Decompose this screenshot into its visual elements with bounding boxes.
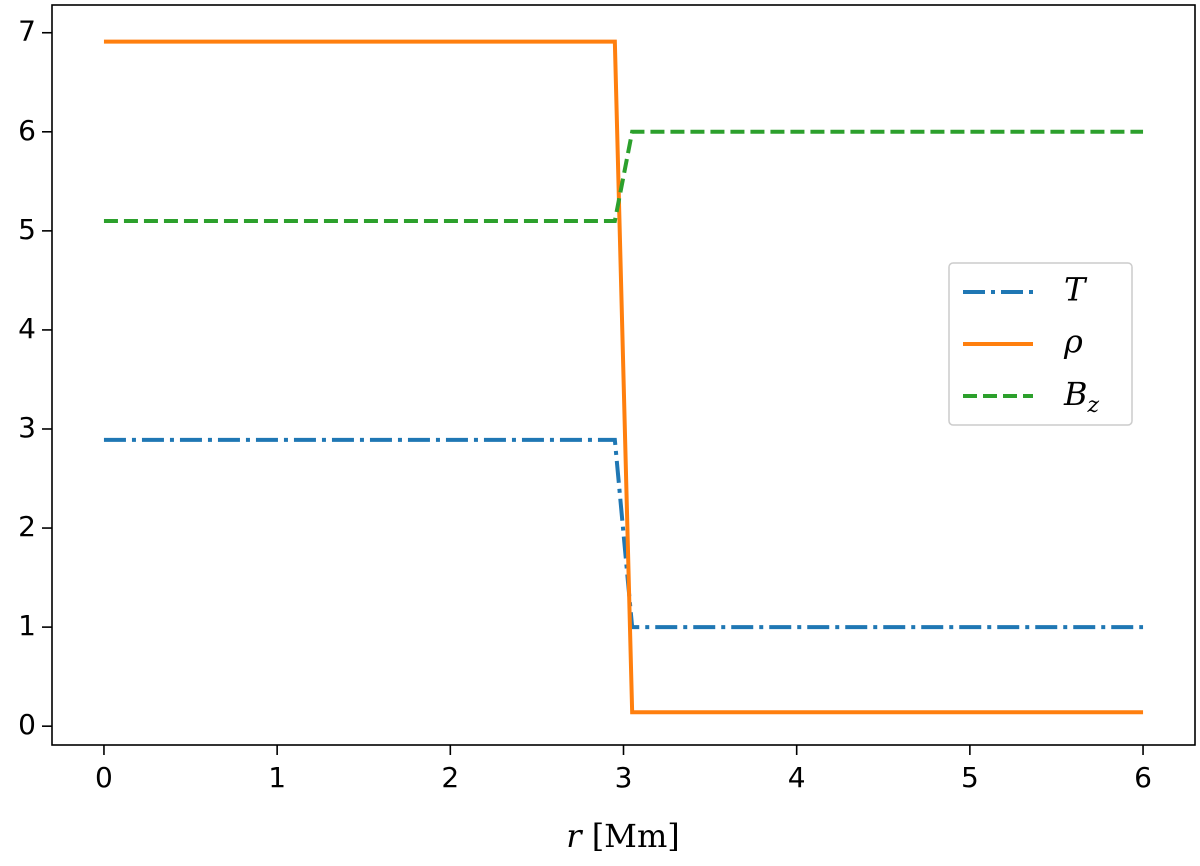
x-tick-label: 1	[268, 761, 286, 794]
legend-label: T	[1064, 271, 1088, 309]
x-tick-label: 5	[961, 761, 979, 794]
y-tick-label: 0	[18, 708, 36, 741]
x-tick-label: 2	[441, 761, 459, 794]
legend-label: ρ	[1063, 323, 1083, 361]
legend-label: Bz	[1063, 375, 1100, 419]
x-tick-label: 0	[95, 761, 113, 794]
y-tick-label: 2	[18, 510, 36, 543]
series-line	[103, 437, 1144, 630]
series-line	[103, 129, 1144, 223]
plot-frame	[51, 4, 1196, 746]
x-tick-label: 6	[1134, 761, 1152, 794]
x-tick-label: 3	[615, 761, 633, 794]
y-tick-label: 4	[18, 312, 36, 345]
y-tick-label: 7	[18, 15, 36, 48]
y-tick-label: 3	[18, 411, 36, 444]
y-tick-label: 5	[18, 213, 36, 246]
legend-box	[948, 262, 1133, 426]
x-tick-label: 4	[788, 761, 806, 794]
y-tick-label: 1	[18, 609, 36, 642]
y-tick-label: 6	[18, 114, 36, 147]
x-axis-label: r [Mm]	[566, 817, 680, 855]
series-line	[103, 39, 1144, 715]
